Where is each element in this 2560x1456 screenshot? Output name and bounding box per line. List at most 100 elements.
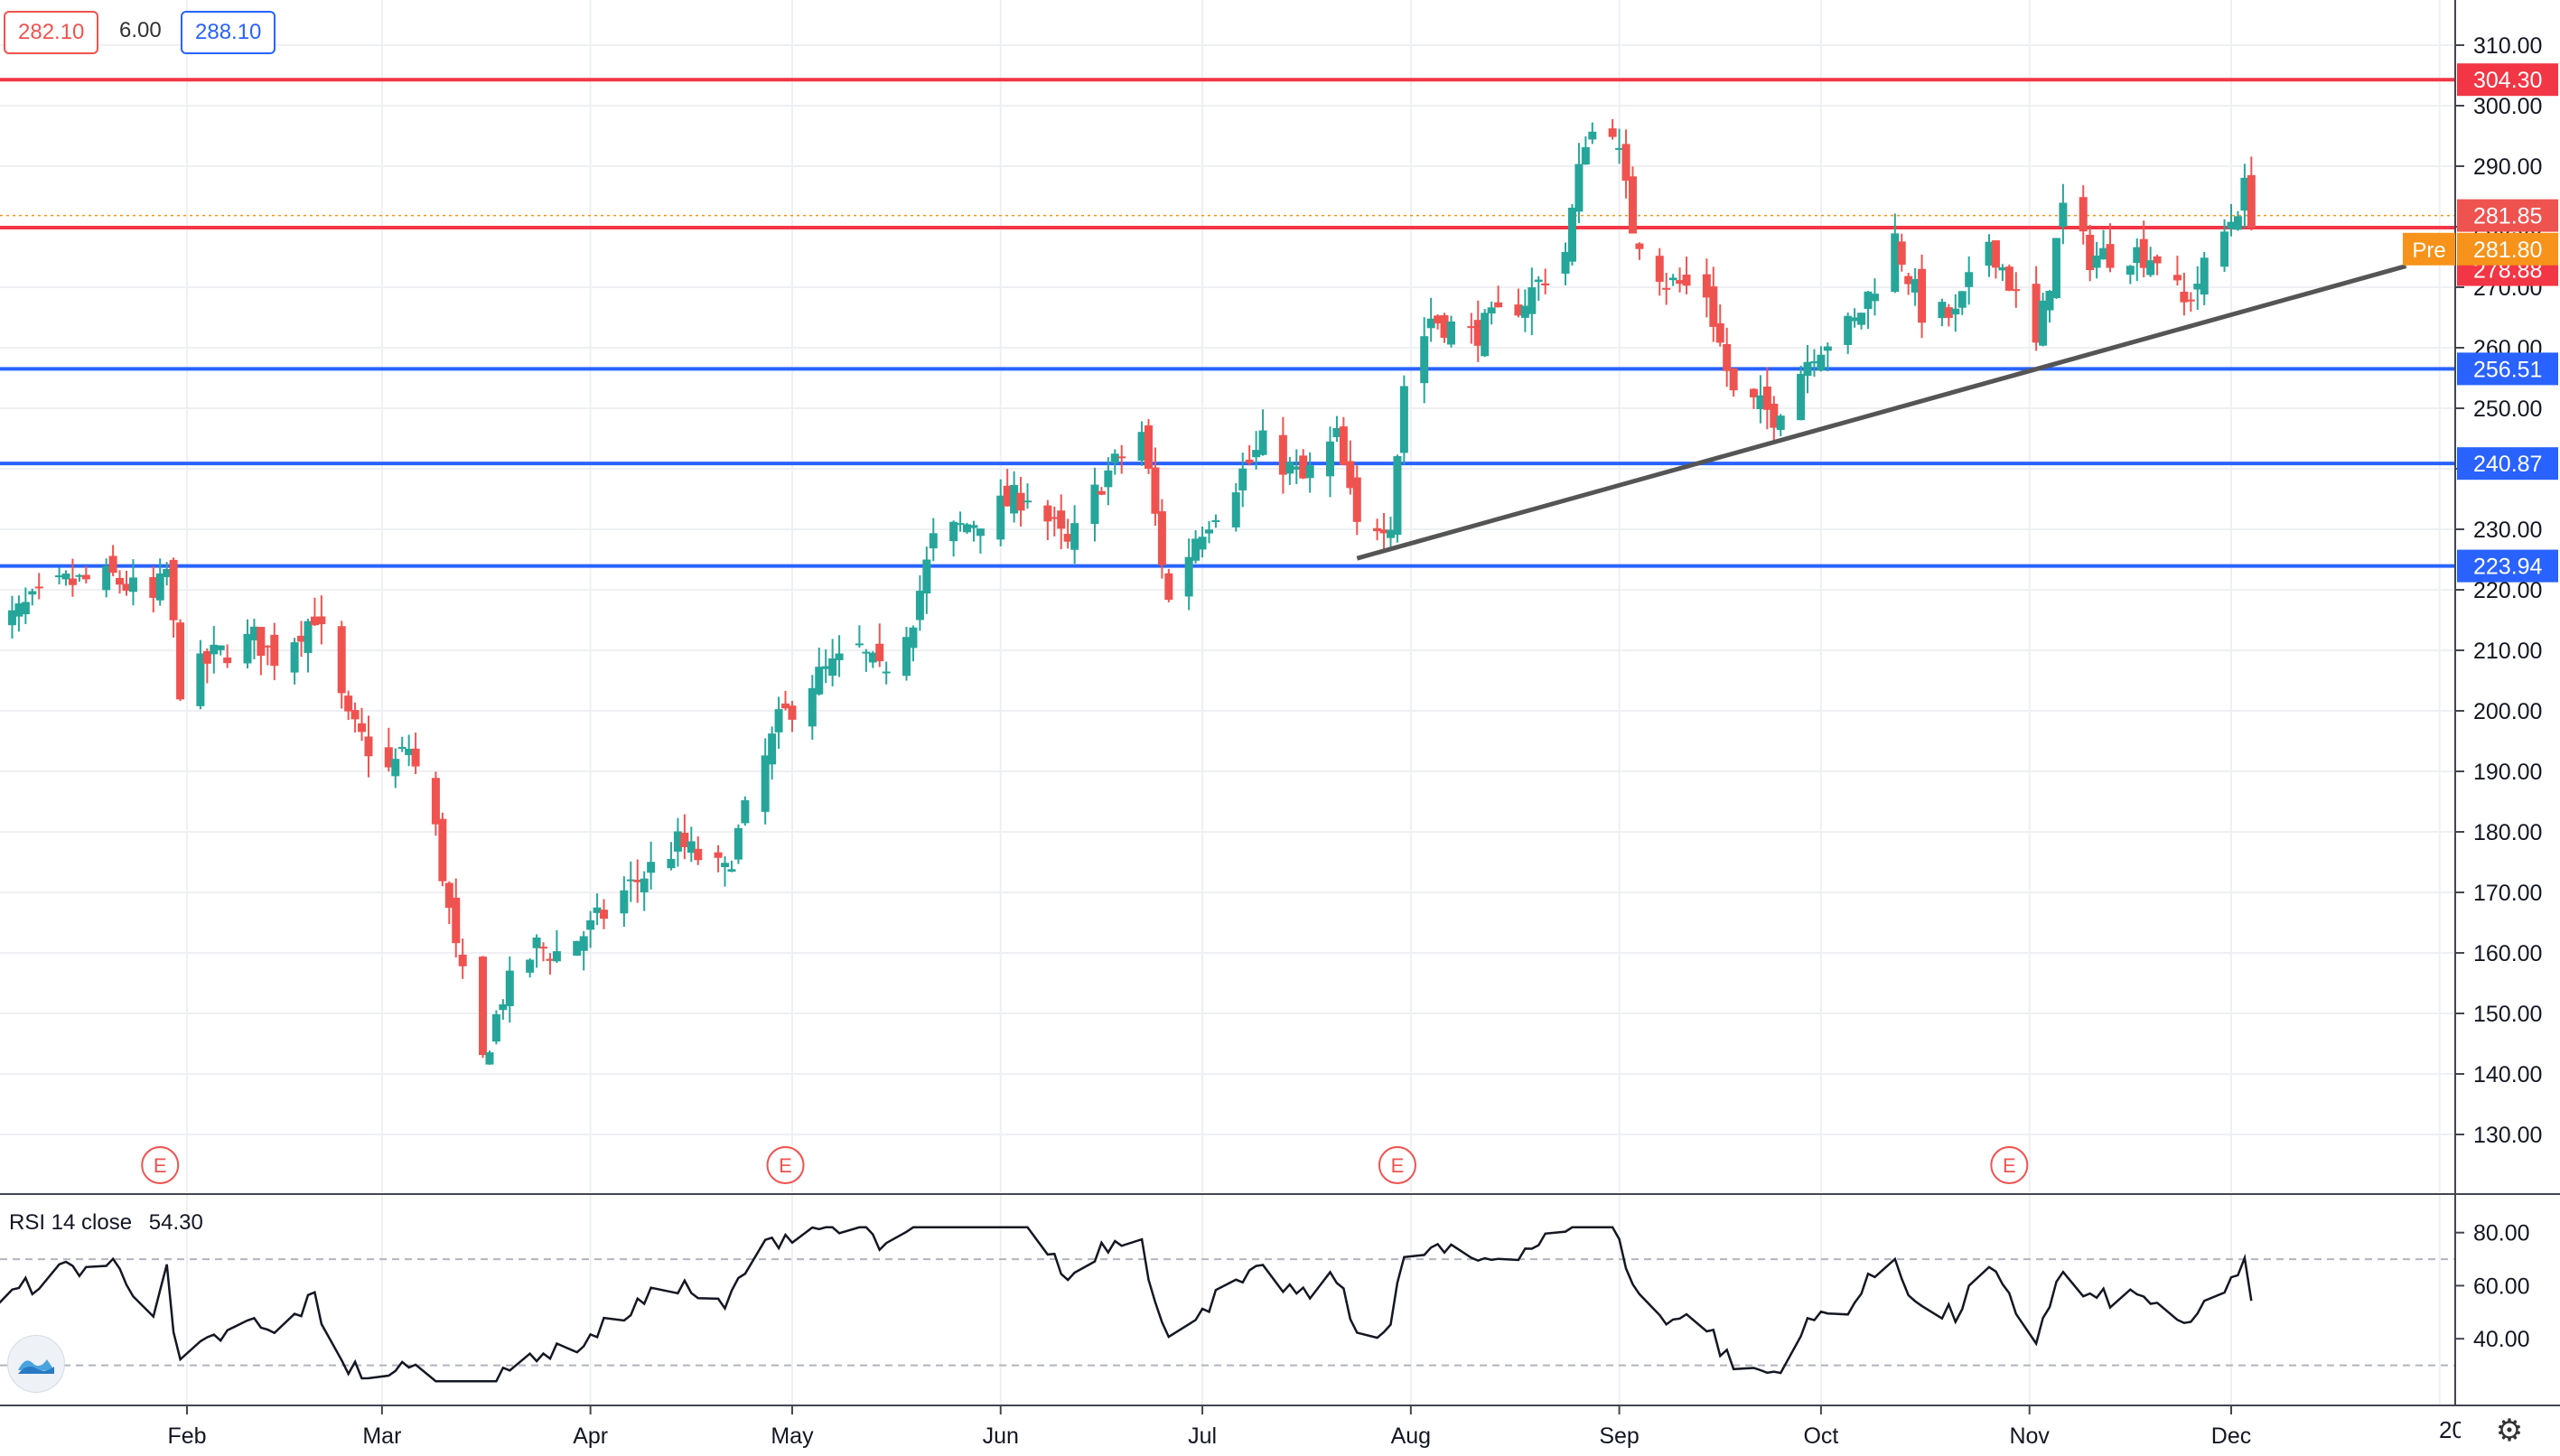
price-axis-badges: 304.30278.88256.51240.87223.94281.85281.… xyxy=(2403,63,2558,583)
candle-body xyxy=(1426,318,1435,329)
candle-body xyxy=(350,710,360,720)
earnings-marker xyxy=(141,1146,180,1184)
candle-body xyxy=(397,747,406,750)
candle-body xyxy=(243,633,252,664)
candle-body xyxy=(620,890,629,914)
candle-body xyxy=(1870,294,1879,302)
candle-body xyxy=(249,626,258,640)
rsi-title: RSI 14 close xyxy=(9,1210,133,1235)
candle-body xyxy=(34,586,43,589)
candle-body xyxy=(431,778,440,825)
candle-body xyxy=(909,627,918,649)
candle-body xyxy=(1145,425,1154,469)
price-badge xyxy=(2457,232,2558,266)
candle-body xyxy=(2133,247,2142,264)
x-tick-label: Dec xyxy=(2211,1423,2251,1449)
candle-body xyxy=(1957,291,1967,308)
candle-body xyxy=(1191,538,1201,561)
candle-body xyxy=(1991,240,2000,268)
candle-body xyxy=(337,626,346,694)
candle-body xyxy=(1729,368,1738,391)
candle-body xyxy=(1473,320,1482,346)
candle-body xyxy=(835,653,844,660)
price-badge xyxy=(2457,549,2558,583)
candle-body xyxy=(781,703,790,709)
x-tick-label: Aug xyxy=(1391,1423,1431,1449)
candle-body xyxy=(1897,241,1906,266)
candle-body xyxy=(680,833,689,847)
candle-body xyxy=(2227,221,2236,229)
candle-body xyxy=(579,936,588,951)
gear-icon[interactable]: ⚙ xyxy=(2495,1414,2524,1448)
candle-body xyxy=(882,671,891,674)
candle-body xyxy=(2247,174,2256,229)
rsi-legend[interactable]: RSI 14 close 54.30 xyxy=(9,1210,203,1236)
candle-body xyxy=(68,578,77,585)
candle-body xyxy=(2051,238,2060,298)
candle-body xyxy=(600,910,609,919)
candle-body xyxy=(868,652,877,663)
candle-body xyxy=(202,650,211,664)
x-tick-label: Feb xyxy=(167,1423,206,1449)
candle-body xyxy=(1211,519,1220,522)
candle-body xyxy=(2099,247,2108,260)
candle-body xyxy=(61,574,70,580)
tradingview-logo-icon[interactable] xyxy=(7,1335,65,1393)
candle-body xyxy=(647,862,656,873)
candle-body xyxy=(815,667,824,695)
candle-body xyxy=(1205,529,1213,534)
candle-body xyxy=(2004,266,2013,291)
earnings-marker xyxy=(1990,1146,2029,1184)
candle-body xyxy=(1063,534,1072,542)
candle-body xyxy=(2106,244,2115,268)
candle-body xyxy=(1110,453,1119,463)
candle-body xyxy=(491,1013,500,1042)
candle-body xyxy=(546,958,555,961)
candle-body xyxy=(169,559,178,621)
candle-body xyxy=(210,644,219,655)
candle-body xyxy=(1749,388,1758,397)
candle-body xyxy=(2059,202,2068,227)
candle-body xyxy=(263,645,272,648)
candle-body xyxy=(949,521,958,542)
y-tick-label: 160.00 xyxy=(2473,941,2542,966)
candle-body xyxy=(1043,505,1052,522)
candle-body xyxy=(2012,289,2021,292)
candle-body xyxy=(1628,176,1637,234)
candle-body xyxy=(969,525,978,528)
candle-body xyxy=(1951,308,1960,315)
bid-price[interactable]: 282.10 xyxy=(4,11,99,54)
candle-body xyxy=(1702,274,1711,298)
spread-value: 6.00 xyxy=(119,18,162,42)
candle-body xyxy=(1965,272,1974,287)
candle-body xyxy=(196,653,205,706)
candle-body xyxy=(1393,456,1402,536)
earnings-marker-label: E xyxy=(154,1154,167,1177)
candle-body xyxy=(1561,252,1570,275)
candle-body xyxy=(1541,283,1550,286)
candle-body xyxy=(788,705,797,720)
candle-body xyxy=(7,610,16,626)
candle-body xyxy=(821,666,830,669)
x-tick-label: Sep xyxy=(1599,1423,1639,1449)
x-tick-label: Jul xyxy=(1188,1423,1217,1449)
price-badge-label: 281.85 xyxy=(2473,204,2542,229)
candle-body xyxy=(364,736,373,757)
rsi-y-tick-label: 80.00 xyxy=(2473,1221,2530,1246)
candle-body xyxy=(963,524,972,533)
candle-body xyxy=(1352,477,1361,522)
candle-body xyxy=(1151,467,1160,514)
candle-body xyxy=(2186,299,2195,302)
ask-price[interactable]: 288.10 xyxy=(181,11,276,54)
candle-body xyxy=(102,565,111,591)
candle-body xyxy=(317,616,326,625)
x-tick-label: May xyxy=(771,1423,814,1449)
candle-body xyxy=(1528,287,1537,314)
candle-body xyxy=(344,695,353,712)
candle-body xyxy=(458,954,467,966)
candle-body xyxy=(1817,354,1826,371)
candle-body xyxy=(855,643,864,646)
candle-body xyxy=(2086,234,2095,270)
rsi-y-tick-label: 40.00 xyxy=(2473,1327,2530,1352)
